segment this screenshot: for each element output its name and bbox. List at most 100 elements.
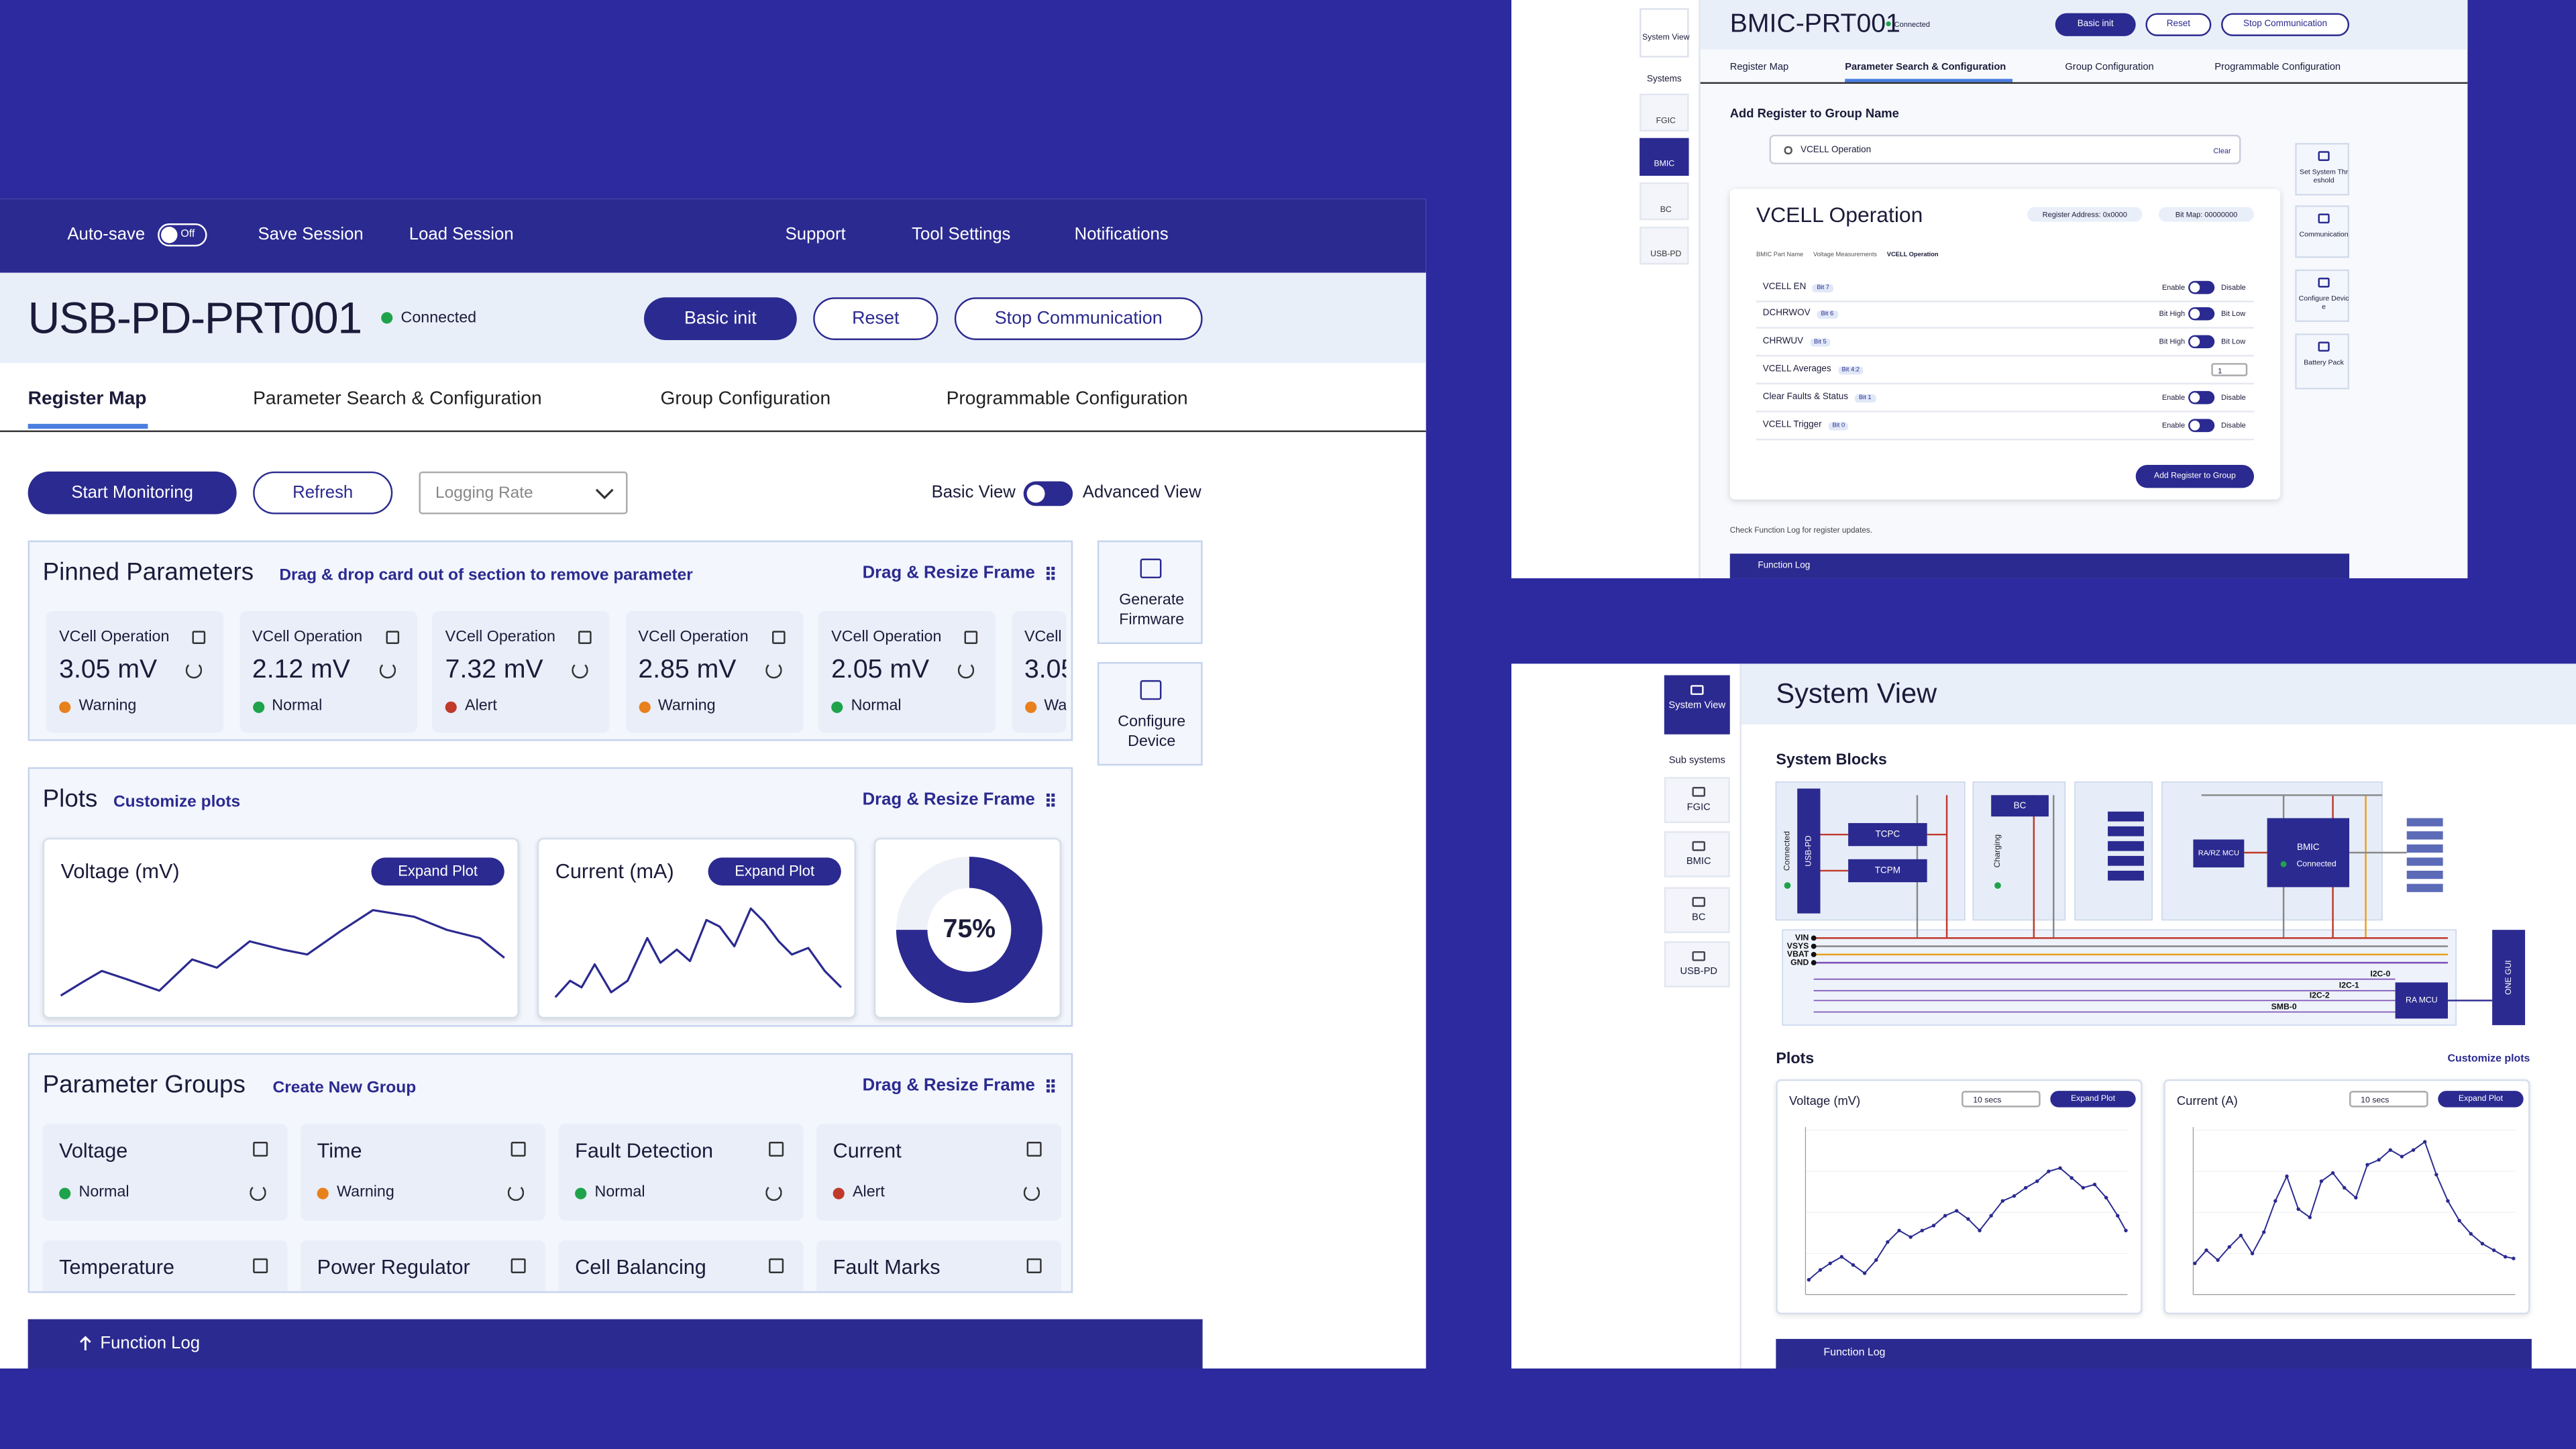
- parameter-card[interactable]: VCell Operation 3.05 mV Warning: [46, 611, 224, 733]
- panel-link[interactable]: Customize plots: [2447, 1053, 2530, 1065]
- breadcrumb-item[interactable]: BMIC Part Name: [1756, 251, 1804, 258]
- panel-link[interactable]: Create New Group: [272, 1079, 417, 1097]
- tool-button[interactable]: Configure Device: [2295, 269, 2350, 323]
- bit-toggle[interactable]: [2188, 335, 2215, 349]
- function-log[interactable]: Function Log: [1776, 1338, 2532, 1369]
- register-row: Clear Faults & Status Bit 1: [1763, 392, 1876, 402]
- tab[interactable]: Group Configuration: [2065, 62, 2154, 72]
- sidebar-item[interactable]: BC: [1664, 887, 1730, 934]
- register-row: DCHRWOV Bit 6: [1763, 309, 1838, 319]
- range-select[interactable]: 10 secs: [2349, 1091, 2428, 1108]
- panel-title: Pinned Parameters: [42, 558, 254, 587]
- nav-item[interactable]: Save Session: [258, 224, 364, 245]
- cell: [2108, 811, 2144, 822]
- trend-dot: [2319, 1179, 2324, 1183]
- expand-button[interactable]: Expand Plot: [2050, 1091, 2136, 1108]
- group-card[interactable]: Current Alert: [816, 1124, 1062, 1221]
- refresh-button[interactable]: Refresh: [253, 471, 393, 515]
- expand-button[interactable]: Expand Plot: [371, 857, 504, 886]
- sidebar-item[interactable]: BC: [1640, 182, 1689, 221]
- tab[interactable]: Register Map: [28, 389, 147, 410]
- tab[interactable]: Parameter Search & Configuration: [253, 389, 542, 410]
- bit-toggle[interactable]: [2188, 280, 2215, 294]
- connector: [2406, 883, 2443, 892]
- sidebar-item[interactable]: USB-PD: [1664, 941, 1730, 987]
- sidebar-item[interactable]: System View: [1640, 8, 1690, 58]
- tool-button[interactable]: Configure Device: [1097, 661, 1203, 766]
- drag-handle[interactable]: Drag & Resize Frame: [862, 1075, 1035, 1095]
- tool-button[interactable]: Set System Threshold: [2295, 143, 2350, 196]
- tool-button[interactable]: Generate Firmware: [1097, 540, 1203, 645]
- header-button[interactable]: Reset: [813, 297, 938, 340]
- trend-dot: [2504, 1254, 2508, 1259]
- group-card[interactable]: Power Regulator: [301, 1240, 546, 1291]
- tab[interactable]: Group Configuration: [660, 389, 831, 410]
- group-name: Fault Detection: [575, 1139, 714, 1163]
- nav-item[interactable]: Notifications: [1074, 224, 1169, 245]
- card-name: VCell Operation: [831, 628, 942, 647]
- panel-title: Parameter Groups: [42, 1071, 246, 1099]
- sidebar-item[interactable]: USB-PD: [1640, 226, 1689, 265]
- expand-button[interactable]: Expand Plot: [2438, 1091, 2524, 1108]
- breadcrumb-item[interactable]: Voltage Measurements: [1813, 251, 1878, 258]
- logging-select[interactable]: Logging Rate: [419, 471, 628, 515]
- tab[interactable]: Parameter Search & Configuration: [1845, 62, 2006, 72]
- group-card[interactable]: Temperature: [42, 1240, 288, 1291]
- open-icon: [769, 1258, 784, 1273]
- panel-link[interactable]: Customize plots: [113, 793, 241, 812]
- tab[interactable]: Register Map: [1729, 62, 1789, 72]
- nav-item[interactable]: Tool Settings: [912, 224, 1011, 245]
- card-status: Warning: [1044, 697, 1065, 716]
- tab[interactable]: Programmable Configuration: [2214, 62, 2341, 72]
- sidebar-item[interactable]: System View: [1664, 675, 1730, 735]
- sidebar-item[interactable]: BMIC: [1640, 138, 1689, 176]
- nav-item[interactable]: Support: [785, 224, 846, 245]
- tool-button[interactable]: Communication: [2295, 205, 2350, 258]
- sidebar-item[interactable]: FGIC: [1640, 93, 1689, 131]
- sidebar-item[interactable]: FGIC: [1664, 777, 1730, 823]
- group-card[interactable]: Fault Detection Normal: [558, 1124, 804, 1221]
- header-button[interactable]: Stop Communication: [954, 297, 1203, 340]
- range-select[interactable]: 10 secs: [1962, 1091, 2041, 1108]
- diagram-label: I2C-2: [2310, 990, 2330, 1000]
- drag-handle[interactable]: Drag & Resize Frame: [862, 790, 1035, 810]
- group-card[interactable]: Time Warning: [301, 1124, 546, 1221]
- add-register-button[interactable]: Add Register to Group: [2135, 465, 2255, 488]
- group-card[interactable]: Cell Balancing: [558, 1240, 804, 1291]
- tab[interactable]: Programmable Configuration: [946, 389, 1188, 410]
- group-card[interactable]: Fault Marks: [816, 1240, 1062, 1291]
- bit-toggle[interactable]: [2188, 307, 2215, 321]
- header-button[interactable]: Reset: [2145, 13, 2212, 36]
- start-button[interactable]: Start Monitoring: [28, 471, 237, 515]
- bit-toggle[interactable]: [2188, 419, 2215, 433]
- drag-handle[interactable]: Drag & Resize Frame: [862, 563, 1035, 583]
- trend-dot: [2239, 1233, 2243, 1238]
- search-box[interactable]: VCELL Operation Clear: [1769, 134, 2241, 164]
- parameter-card[interactable]: VCell Operation 7.32 mV Alert: [432, 611, 610, 733]
- value-select[interactable]: 1: [2211, 363, 2248, 376]
- refresh-icon: [250, 1184, 266, 1201]
- header-button[interactable]: Stop Communication: [2221, 13, 2350, 36]
- autosave-toggle[interactable]: Off: [158, 223, 207, 247]
- function-log[interactable]: Function Log: [1729, 553, 2350, 579]
- parameter-card[interactable]: VCell Operation 2.12 mV Normal: [239, 611, 417, 733]
- header-button[interactable]: Basic init: [644, 297, 797, 340]
- tool-button[interactable]: Battery Pack: [2295, 333, 2350, 390]
- bit-toggle[interactable]: [2188, 390, 2215, 405]
- trend-dot: [2512, 1256, 2516, 1260]
- header-button[interactable]: Basic init: [2055, 13, 2136, 36]
- group-card[interactable]: Voltage Normal: [42, 1124, 288, 1221]
- nav-item[interactable]: Load Session: [409, 224, 514, 245]
- breadcrumb-item[interactable]: VCELL Operation: [1886, 251, 1939, 258]
- grip-dot: [1051, 793, 1055, 796]
- parameter-card[interactable]: VCell Operation 3.05 mV Warning: [1011, 611, 1066, 733]
- function-log[interactable]: Function Log: [28, 1319, 1203, 1369]
- parameter-card[interactable]: VCell Operation 2.05 mV Normal: [818, 611, 996, 733]
- parameter-card[interactable]: VCell Operation 2.85 mV Warning: [625, 611, 803, 733]
- clear-link[interactable]: Clear: [2213, 146, 2231, 154]
- expand-button[interactable]: Expand Plot: [708, 857, 841, 886]
- view-toggle[interactable]: [1023, 480, 1073, 506]
- sidebar-item[interactable]: BMIC: [1664, 831, 1730, 877]
- trend-dot: [2285, 1174, 2289, 1179]
- donut-arc: [896, 857, 1042, 1004]
